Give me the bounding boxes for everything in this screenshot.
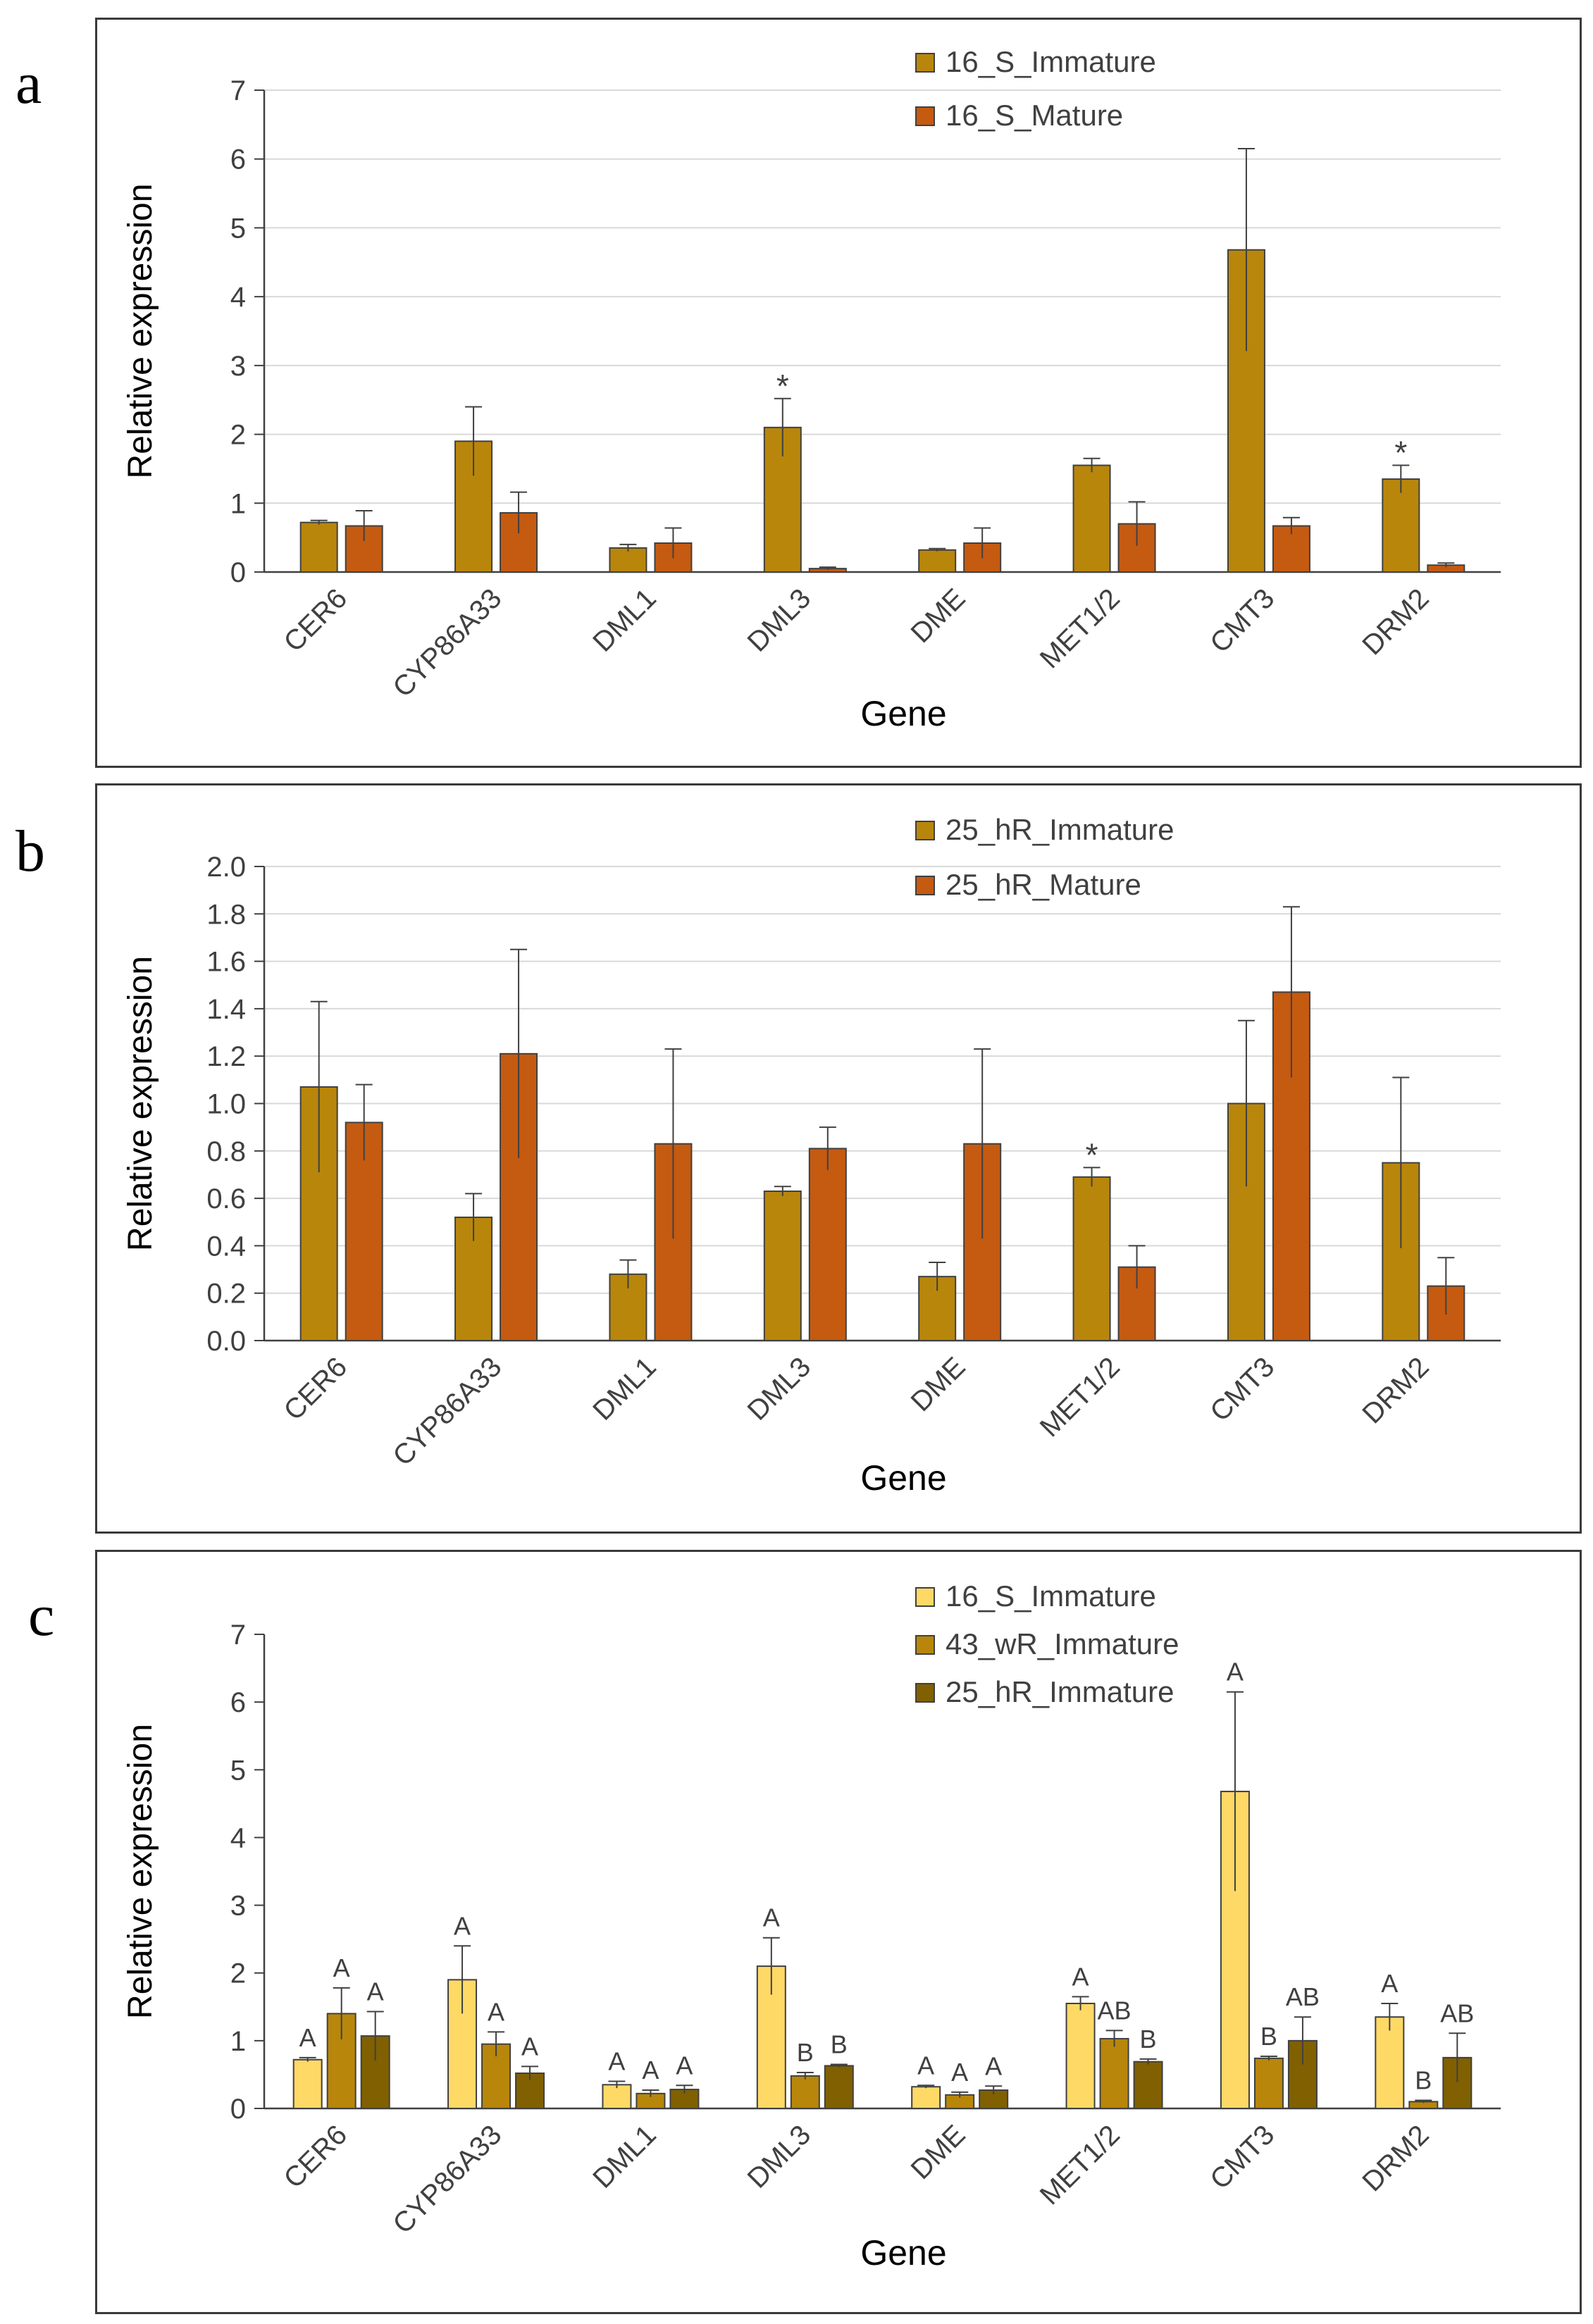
panel-a-frame [95, 18, 1582, 768]
panel-c-letter: c [28, 1583, 55, 1648]
panel-b-letter: b [16, 819, 45, 884]
panel-c-frame [95, 1550, 1582, 2314]
panel-a-letter: a [16, 51, 42, 116]
panel-b-frame [95, 783, 1582, 1534]
